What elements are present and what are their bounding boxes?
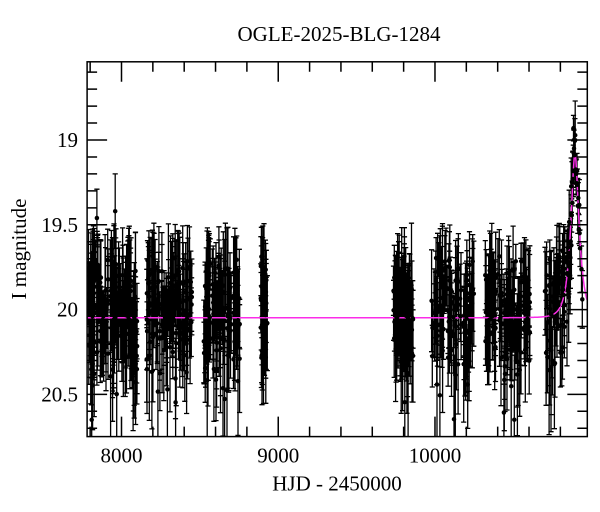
svg-text:HJD - 2450000: HJD - 2450000 [272, 472, 402, 496]
svg-text:19: 19 [57, 128, 78, 152]
svg-text:9000: 9000 [257, 444, 299, 468]
svg-text:19.5: 19.5 [41, 213, 78, 237]
svg-text:8000: 8000 [101, 444, 143, 468]
svg-text:OGLE-2025-BLG-1284: OGLE-2025-BLG-1284 [238, 22, 441, 46]
svg-text:I magnitude: I magnitude [7, 199, 31, 300]
svg-text:20: 20 [57, 298, 78, 322]
svg-text:20.5: 20.5 [41, 382, 78, 406]
svg-text:10000: 10000 [409, 444, 462, 468]
